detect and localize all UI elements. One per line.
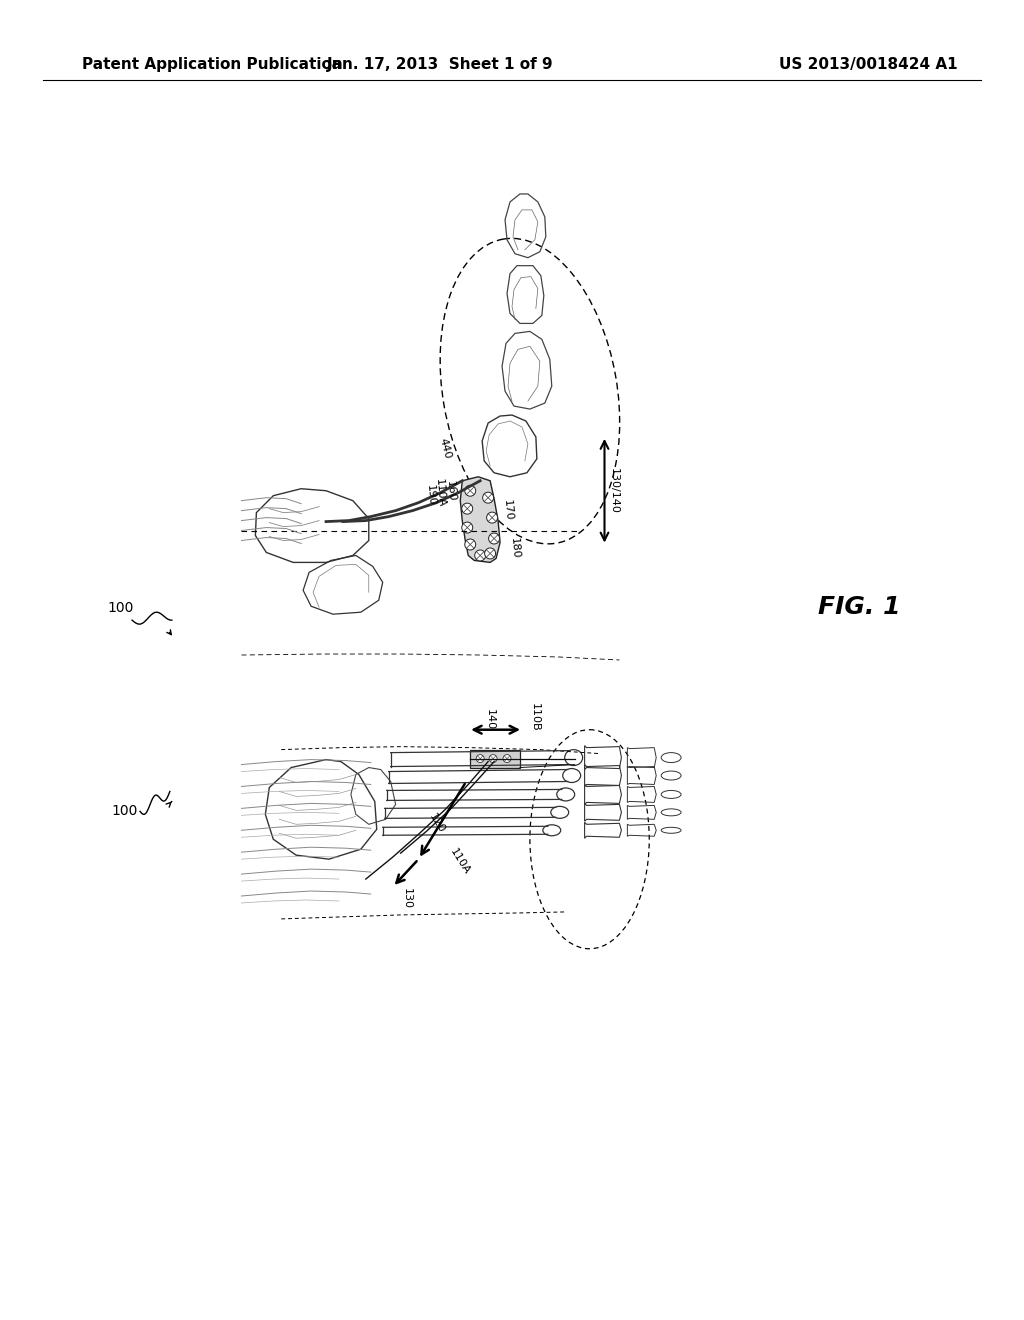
Text: 130: 130	[401, 888, 412, 909]
Circle shape	[482, 492, 494, 503]
Text: 180: 180	[509, 537, 521, 560]
Text: 120: 120	[428, 812, 447, 836]
Text: 100: 100	[106, 601, 133, 615]
Text: 130/140: 130/140	[608, 467, 618, 513]
Text: US 2013/0018424 A1: US 2013/0018424 A1	[779, 57, 957, 73]
Text: 110B: 110B	[529, 704, 540, 733]
Text: 110A: 110A	[434, 478, 446, 507]
Circle shape	[484, 548, 496, 558]
Circle shape	[486, 512, 498, 523]
PathPatch shape	[460, 477, 500, 562]
Text: 100: 100	[112, 804, 138, 818]
Text: 110A: 110A	[449, 846, 472, 876]
Circle shape	[462, 503, 473, 513]
Text: 440: 440	[438, 437, 453, 461]
Circle shape	[465, 539, 476, 550]
Text: Patent Application Publication: Patent Application Publication	[82, 57, 343, 73]
Circle shape	[462, 523, 473, 533]
Circle shape	[503, 755, 511, 763]
Circle shape	[488, 533, 500, 544]
Text: Jan. 17, 2013  Sheet 1 of 9: Jan. 17, 2013 Sheet 1 of 9	[327, 57, 554, 73]
Circle shape	[476, 755, 484, 763]
Text: 160: 160	[444, 479, 457, 502]
Text: 140: 140	[485, 709, 496, 730]
Text: 190: 190	[425, 484, 436, 507]
Circle shape	[489, 755, 497, 763]
Circle shape	[475, 550, 485, 561]
Polygon shape	[470, 750, 520, 767]
Text: 170: 170	[502, 500, 514, 521]
Circle shape	[465, 486, 476, 496]
Text: FIG. 1: FIG. 1	[817, 595, 900, 619]
